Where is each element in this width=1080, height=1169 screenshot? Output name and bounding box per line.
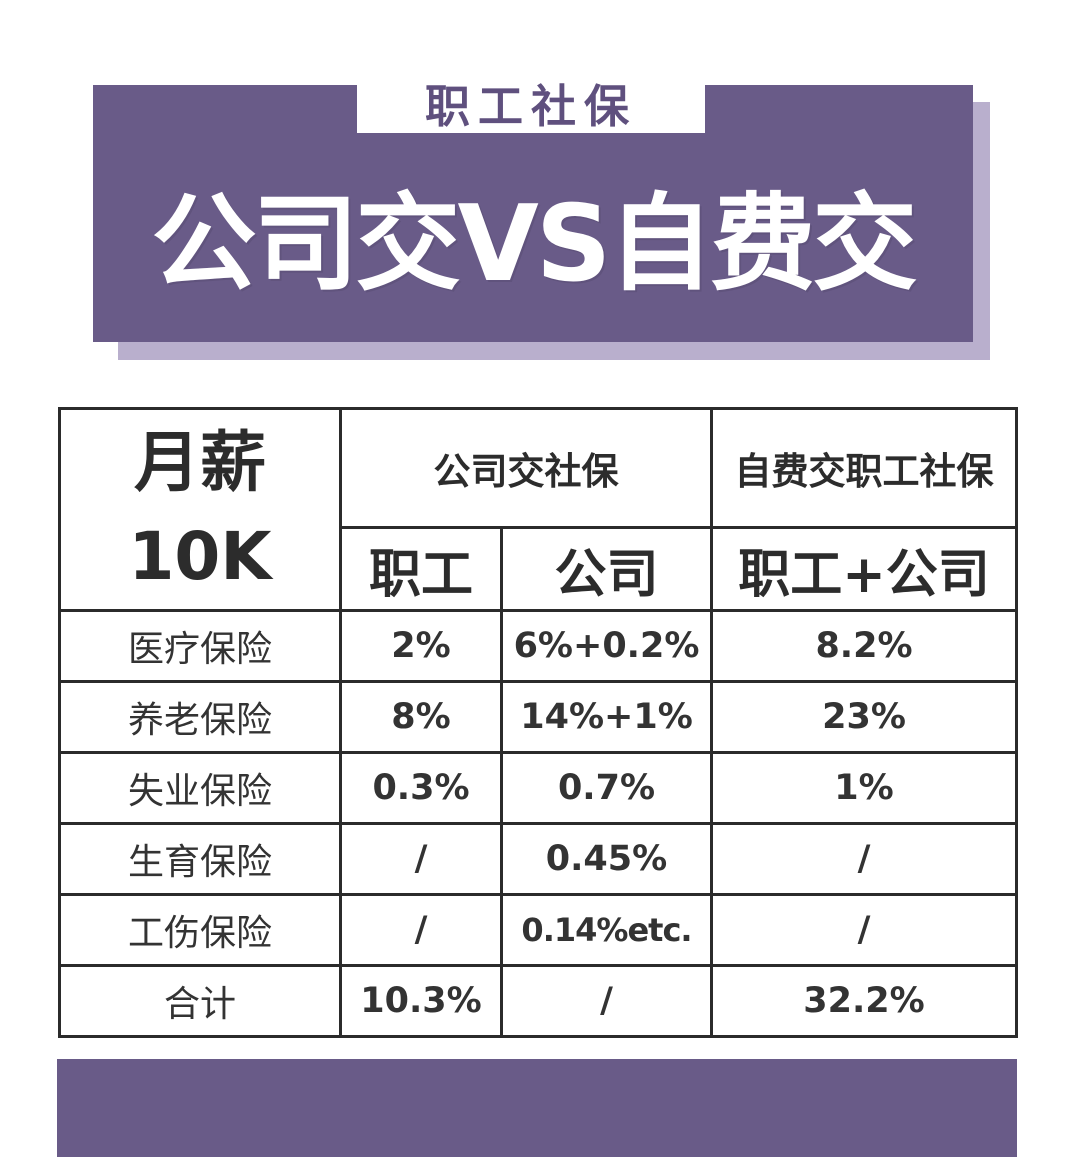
table-row-total: 合计 10.3% / 32.2% bbox=[58, 964, 1018, 1038]
salary-header-cell: 月薪 10K bbox=[58, 407, 342, 612]
company-rate: 0.45% bbox=[500, 822, 713, 896]
table-row: 养老保险 8% 14%+1% 23% bbox=[58, 680, 1018, 754]
row-label: 医疗保险 bbox=[58, 609, 342, 683]
self-paid-rate: 23% bbox=[710, 680, 1018, 754]
employee-rate: 8% bbox=[339, 680, 503, 754]
table-subheader-row: 职工 公司 职工+公司 bbox=[60, 526, 1018, 612]
self-paid-rate: / bbox=[710, 893, 1018, 967]
table-header-row: 月薪 10K 公司交社保 自费交职工社保 bbox=[58, 407, 1018, 612]
table-row: 失业保险 0.3% 0.7% 1% bbox=[58, 751, 1018, 825]
table-row: 医疗保险 2% 6%+0.2% 8.2% bbox=[58, 609, 1018, 683]
row-label: 失业保险 bbox=[58, 751, 342, 825]
table-row: 工伤保险 / 0.14%etc. / bbox=[58, 893, 1018, 967]
row-label: 工伤保险 bbox=[58, 893, 342, 967]
self-paid-header: 自费交职工社保 bbox=[710, 407, 1018, 529]
salary-header-line1: 月薪 bbox=[134, 423, 266, 501]
company-rate: 14%+1% bbox=[500, 680, 713, 754]
employee-plus-company-subheader: 职工+公司 bbox=[710, 526, 1018, 612]
salary-header-line2: 10K bbox=[128, 517, 272, 595]
company-rate: 0.14%etc. bbox=[500, 893, 713, 967]
self-paid-rate: 8.2% bbox=[710, 609, 1018, 683]
employee-rate: / bbox=[339, 893, 503, 967]
company-rate: / bbox=[500, 964, 713, 1038]
comparison-table: 月薪 10K 公司交社保 自费交职工社保 职工 公司 职工+公司 医疗保险 2%… bbox=[58, 407, 1018, 1038]
company-rate: 6%+0.2% bbox=[500, 609, 713, 683]
self-paid-rate: 1% bbox=[710, 751, 1018, 825]
self-paid-rate: 32.2% bbox=[710, 964, 1018, 1038]
employee-rate: / bbox=[339, 822, 503, 896]
banner-tag: 职工社保 bbox=[357, 72, 705, 133]
self-paid-rate: / bbox=[710, 822, 1018, 896]
employee-rate: 0.3% bbox=[339, 751, 503, 825]
employee-rate: 2% bbox=[339, 609, 503, 683]
company-rate: 0.7% bbox=[500, 751, 713, 825]
page-title: 公司交VS自费交 bbox=[151, 183, 918, 305]
row-label: 生育保险 bbox=[58, 822, 342, 896]
company-subheader: 公司 bbox=[500, 526, 713, 612]
table-row: 生育保险 / 0.45% / bbox=[58, 822, 1018, 896]
footer-bar bbox=[57, 1059, 1017, 1157]
employee-rate: 10.3% bbox=[339, 964, 503, 1038]
row-label: 养老保险 bbox=[58, 680, 342, 754]
row-label: 合计 bbox=[58, 964, 342, 1038]
employee-subheader: 职工 bbox=[339, 526, 503, 612]
company-paid-header: 公司交社保 bbox=[339, 407, 713, 529]
